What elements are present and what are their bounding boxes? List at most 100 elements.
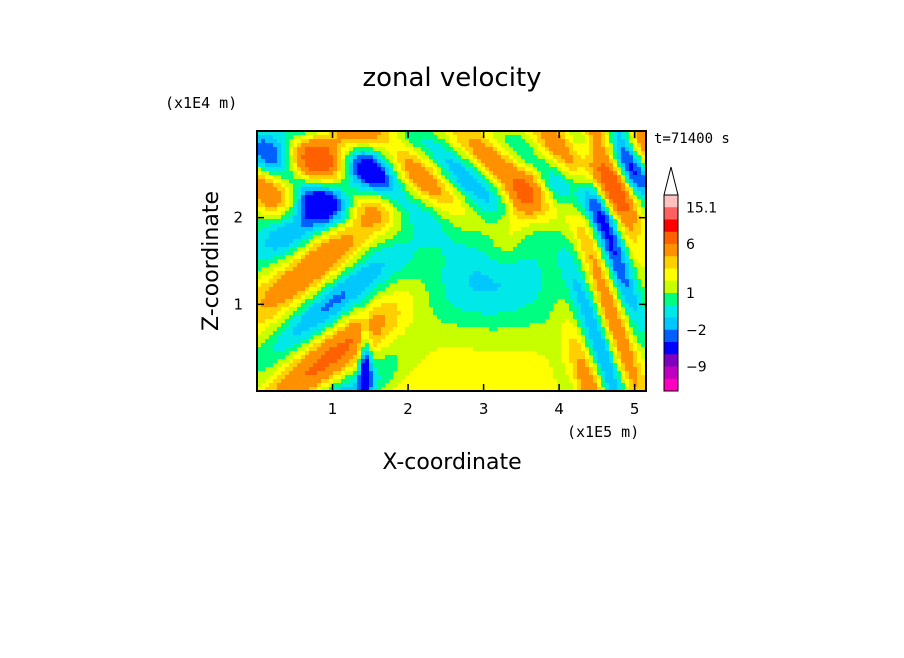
heatmap-cell [313,307,318,312]
heatmap-cell [281,327,286,332]
heatmap-cell [505,235,510,240]
heatmap-cell [449,151,454,156]
heatmap-cell [477,195,482,200]
heatmap-cell [605,203,610,208]
heatmap-cell [549,331,554,336]
heatmap-cell [281,315,286,320]
heatmap-cell [489,311,494,316]
heatmap-cell [257,139,262,144]
heatmap-cell [409,219,414,224]
heatmap-cell [369,175,374,180]
heatmap-cell [333,315,338,320]
heatmap-cell [321,239,326,244]
heatmap-cell [269,155,274,160]
heatmap-cell [553,303,558,308]
heatmap-cell [413,131,418,136]
heatmap-cell [449,267,454,272]
heatmap-cell [425,323,430,328]
heatmap-cell [377,275,382,280]
heatmap-cell [329,331,334,336]
heatmap-cell [489,271,494,276]
heatmap-cell [325,307,330,312]
heatmap-cell [473,307,478,312]
heatmap-cell [317,147,322,152]
heatmap-cell [441,243,446,248]
heatmap-cell [349,267,354,272]
heatmap-cell [429,219,434,224]
heatmap-cell [625,311,630,316]
heatmap-cell [597,159,602,164]
heatmap-cell [493,187,498,192]
heatmap-cell [453,291,458,296]
heatmap-cell [409,291,414,296]
heatmap-cell [281,255,286,260]
heatmap-cell [621,267,626,272]
heatmap-cell [589,223,594,228]
heatmap-cell [281,295,286,300]
heatmap-cell [377,327,382,332]
heatmap-cell [329,195,334,200]
heatmap-cell [489,187,494,192]
heatmap-cell [321,175,326,180]
heatmap-cell [569,323,574,328]
heatmap-cell [425,195,430,200]
heatmap-cell [349,135,354,140]
heatmap-cell [413,283,418,288]
heatmap-cell [269,135,274,140]
heatmap-cell [277,303,282,308]
heatmap-cell [637,295,642,300]
heatmap-cell [349,187,354,192]
heatmap-cell [593,259,598,264]
heatmap-cell [385,199,390,204]
heatmap-cell [509,267,514,272]
heatmap-cell [373,183,378,188]
heatmap-cell [329,167,334,172]
heatmap-cell [501,287,506,292]
heatmap-cell [613,207,618,212]
heatmap-cell [365,259,370,264]
heatmap-cell [633,187,638,192]
heatmap-cell [285,283,290,288]
heatmap-cell [341,291,346,296]
heatmap-cell [317,327,322,332]
heatmap-cell [373,271,378,276]
heatmap-cell [337,287,342,292]
heatmap-cell [305,235,310,240]
heatmap-cell [257,143,262,148]
heatmap-cell [425,311,430,316]
heatmap-cell [565,135,570,140]
heatmap-cell [541,307,546,312]
heatmap-cell [333,135,338,140]
heatmap-cell [633,183,638,188]
heatmap-cell [265,299,270,304]
heatmap-cell [565,175,570,180]
heatmap-cell [321,139,326,144]
heatmap-cell [509,327,514,332]
heatmap-cell [377,331,382,336]
heatmap-cell [277,143,282,148]
heatmap-cell [349,195,354,200]
heatmap-cell [633,255,638,260]
heatmap-cell [305,199,310,204]
heatmap-cell [417,243,422,248]
heatmap-cell [269,219,274,224]
heatmap-cell [281,279,286,284]
heatmap-cell [537,151,542,156]
heatmap-cell [485,323,490,328]
heatmap-cell [385,259,390,264]
heatmap-cell [329,219,334,224]
heatmap-cell [373,199,378,204]
heatmap-cell [573,171,578,176]
heatmap-cell [269,255,274,260]
heatmap-cell [441,219,446,224]
heatmap-cell [421,287,426,292]
heatmap-cell [497,207,502,212]
heatmap-cell [573,251,578,256]
heatmap-cell [509,139,514,144]
heatmap-cell [513,251,518,256]
heatmap-cell [521,179,526,184]
heatmap-cell [261,251,266,256]
heatmap-cell [257,131,262,136]
heatmap-cell [529,195,534,200]
heatmap-cell [393,283,398,288]
